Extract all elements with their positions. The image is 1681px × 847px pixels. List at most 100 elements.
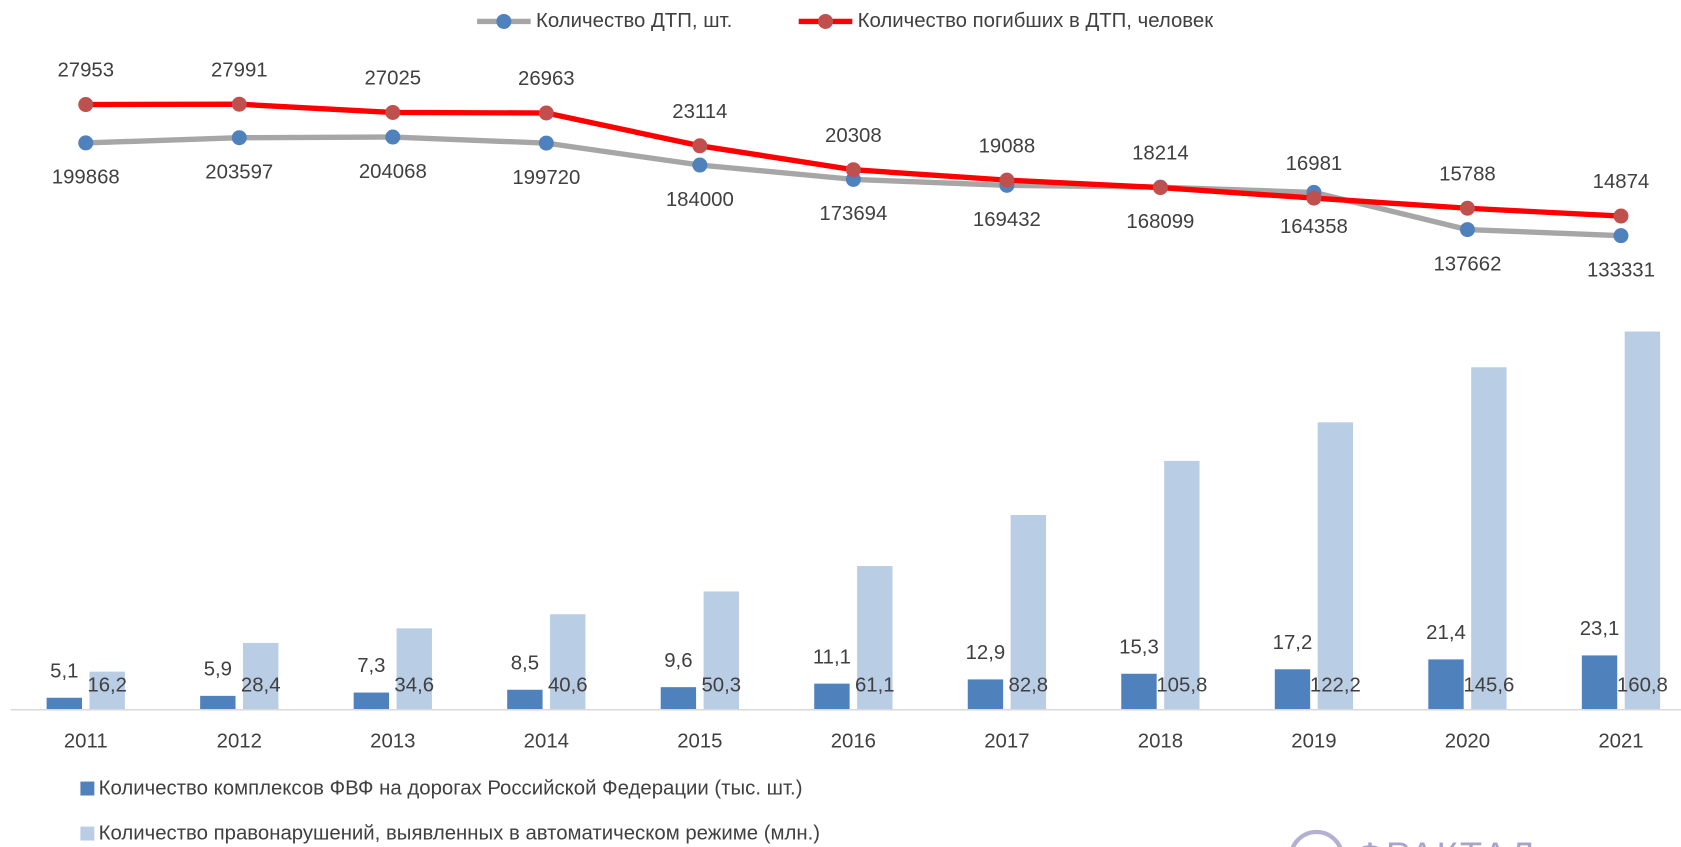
data-label: 184000 <box>666 189 734 211</box>
data-label: 164358 <box>1280 216 1348 238</box>
data-label: 19088 <box>979 135 1036 157</box>
x-tick-label: 2019 <box>1291 730 1336 752</box>
data-label: 23,1 <box>1580 618 1620 640</box>
data-label: 16981 <box>1286 153 1343 175</box>
bar <box>1164 460 1200 710</box>
data-label: 26963 <box>518 68 575 90</box>
marker <box>845 162 861 178</box>
bar <box>1317 422 1354 710</box>
data-label: 145,6 <box>1463 675 1514 697</box>
data-label: 204068 <box>359 161 427 183</box>
data-label: 34,6 <box>394 675 434 697</box>
data-label: 40,6 <box>548 675 588 697</box>
bar <box>507 689 543 710</box>
marker <box>78 97 94 113</box>
data-label: 20308 <box>825 125 882 147</box>
data-label: 61,1 <box>855 675 895 697</box>
marker <box>692 138 708 154</box>
data-label: 105,8 <box>1156 675 1207 697</box>
data-label: 9,6 <box>664 650 692 672</box>
data-label: 21,4 <box>1426 622 1466 644</box>
data-label: 50,3 <box>701 675 741 697</box>
x-tick-label: 2016 <box>831 730 876 752</box>
x-tick-label: 2012 <box>217 730 262 752</box>
bar <box>857 566 893 710</box>
data-label: 169432 <box>973 209 1041 231</box>
x-tick-label: 2017 <box>984 730 1029 752</box>
marker <box>538 105 554 121</box>
marker <box>1459 222 1475 238</box>
data-label: 122,2 <box>1310 675 1361 697</box>
data-label: 12,9 <box>966 642 1006 664</box>
data-label: 168099 <box>1126 211 1194 233</box>
bar <box>703 591 739 710</box>
data-label: 5,1 <box>50 660 78 682</box>
legend-label: Количество ДТП, шт. <box>536 10 732 32</box>
legend-label: Количество правонарушений, выявленных в … <box>99 822 820 844</box>
marker <box>1613 208 1629 224</box>
data-label: 133331 <box>1587 259 1655 281</box>
data-label: 14874 <box>1593 171 1650 193</box>
bar <box>1428 659 1464 710</box>
data-label: 203597 <box>205 161 273 183</box>
data-label: 8,5 <box>511 652 539 674</box>
legend-swatch <box>80 781 95 796</box>
x-tick-label: 2014 <box>524 730 569 752</box>
marker <box>231 130 247 146</box>
marker <box>1459 200 1475 216</box>
data-label: 173694 <box>819 203 887 225</box>
logo: ФРАКТАЛ <box>1356 834 1536 847</box>
data-label: 27991 <box>211 59 268 81</box>
legend-marker <box>496 13 512 29</box>
marker <box>385 104 401 120</box>
data-label: 17,2 <box>1273 632 1313 654</box>
marker <box>1306 190 1322 206</box>
data-label: 27953 <box>57 60 114 82</box>
data-label: 15788 <box>1439 163 1496 185</box>
legend-marker <box>817 13 833 29</box>
legend-swatch <box>80 826 95 841</box>
marker <box>1613 228 1629 244</box>
data-label: 15,3 <box>1119 636 1159 658</box>
marker <box>999 172 1015 188</box>
data-label: 199868 <box>52 167 120 189</box>
marker <box>692 157 708 173</box>
bar <box>1624 331 1661 710</box>
data-label: 18214 <box>1132 143 1189 165</box>
bar <box>46 697 83 710</box>
x-tick-label: 2011 <box>64 730 108 752</box>
data-label: 7,3 <box>357 655 385 677</box>
data-label: 27025 <box>364 68 421 90</box>
data-label: 160,8 <box>1617 675 1668 697</box>
data-label: 137662 <box>1433 253 1501 275</box>
marker <box>1152 180 1168 196</box>
bar <box>243 642 279 710</box>
marker <box>385 129 401 145</box>
x-tick-label: 2021 <box>1598 730 1643 752</box>
marker <box>538 135 554 151</box>
bar <box>1010 514 1047 710</box>
bar <box>396 628 432 710</box>
x-tick-label: 2013 <box>370 730 415 752</box>
legend-label: Количество погибших в ДТП, человек <box>858 10 1214 32</box>
bar <box>89 671 125 710</box>
bar <box>1471 367 1507 710</box>
bar <box>1274 669 1311 710</box>
logo-icon <box>1290 829 1343 847</box>
bar <box>814 683 850 710</box>
data-label: 82,8 <box>1009 675 1049 697</box>
marker <box>78 135 94 151</box>
data-label: 11,1 <box>813 646 851 668</box>
data-label: 5,9 <box>204 659 232 681</box>
data-label: 28,4 <box>241 675 281 697</box>
x-tick-label: 2015 <box>677 730 722 752</box>
bar <box>353 692 390 710</box>
data-label: 16,2 <box>87 675 127 697</box>
x-tick-label: 2018 <box>1138 730 1183 752</box>
bar <box>550 614 586 710</box>
data-label: 23114 <box>672 101 727 123</box>
bar <box>660 687 697 710</box>
bar <box>1121 673 1157 710</box>
x-tick-label: 2020 <box>1445 730 1490 752</box>
